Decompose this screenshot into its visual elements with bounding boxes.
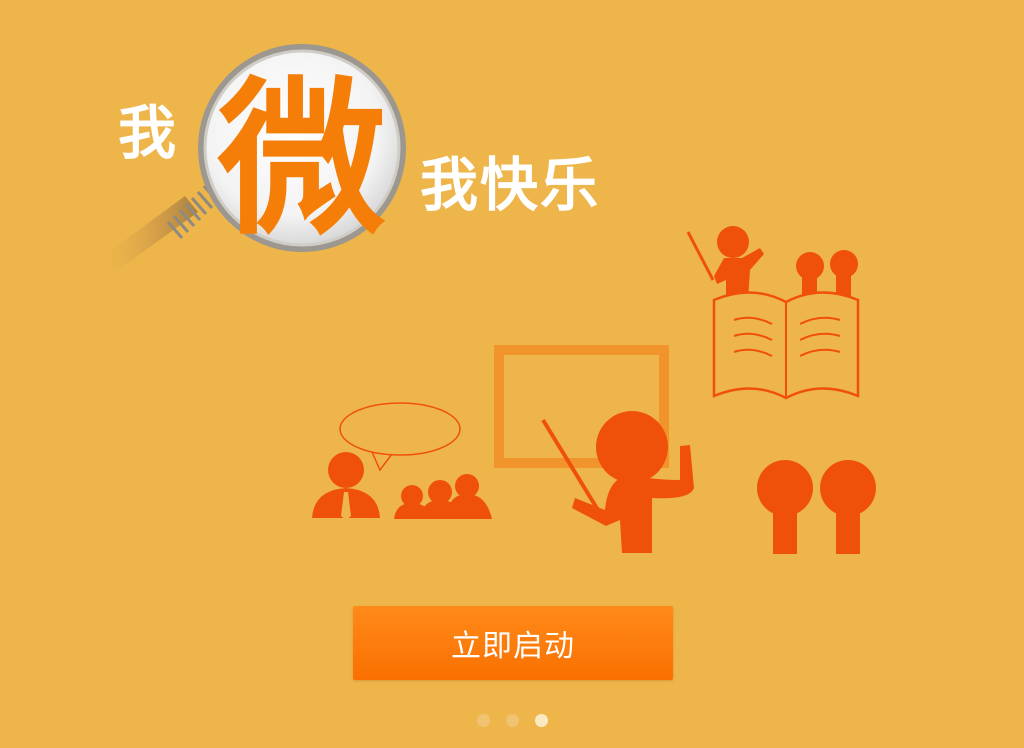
slogan-highlight: 微 [217, 62, 386, 258]
students-icon [757, 460, 876, 554]
page-indicator [477, 714, 548, 728]
speaker-icon [312, 452, 380, 520]
magnifier-icon [95, 44, 406, 276]
page-dot[interactable] [506, 714, 519, 727]
slogan-rest: 我快乐 [420, 151, 601, 219]
chalkboard-icon [494, 345, 669, 468]
speech-bubble-icon [339, 402, 461, 472]
page-dot[interactable] [477, 714, 490, 727]
teacher-icon [541, 411, 694, 553]
start-button[interactable]: 立即启动 [353, 606, 673, 680]
magnifier-spring [166, 185, 220, 239]
reading-group-icon [686, 226, 860, 400]
page-dot[interactable] [535, 714, 548, 727]
audience-group-icon [394, 474, 492, 519]
slogan-prefix: 我 [118, 99, 177, 167]
